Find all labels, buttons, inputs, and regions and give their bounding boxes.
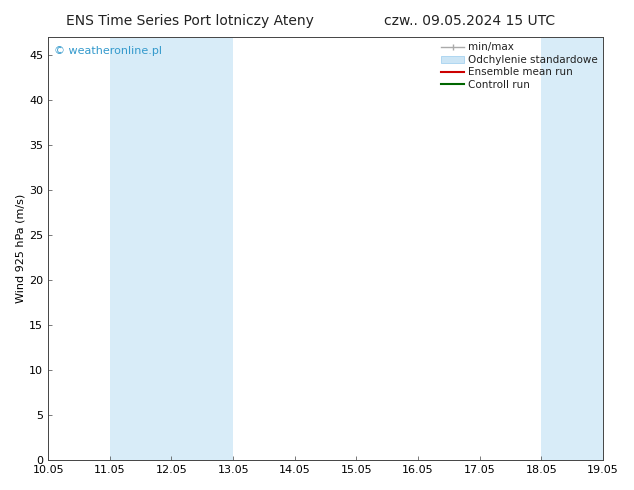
Text: ENS Time Series Port lotniczy Ateny: ENS Time Series Port lotniczy Ateny (67, 14, 314, 28)
Y-axis label: Wind 925 hPa (m/s): Wind 925 hPa (m/s) (15, 194, 25, 303)
Text: czw.. 09.05.2024 15 UTC: czw.. 09.05.2024 15 UTC (384, 14, 555, 28)
Text: © weatheronline.pl: © weatheronline.pl (54, 46, 162, 55)
Bar (110, 37, 233, 460)
Legend: min/max, Odchylenie standardowe, Ensemble mean run, Controll run: min/max, Odchylenie standardowe, Ensembl… (438, 39, 601, 93)
Bar (541, 37, 603, 460)
